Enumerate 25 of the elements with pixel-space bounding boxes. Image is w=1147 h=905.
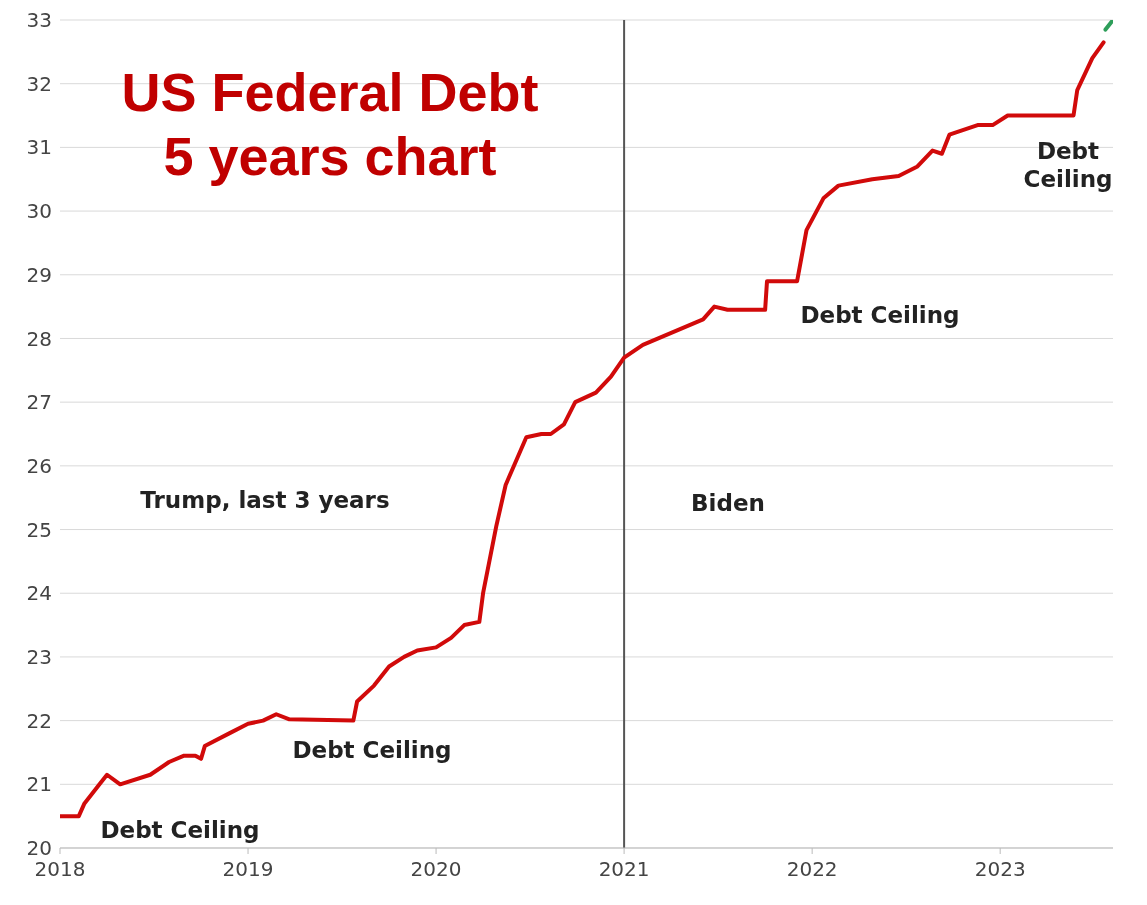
y-tick-label: 26 [26,453,52,478]
x-tick-label: 2019 [222,857,274,882]
y-tick-label: 25 [26,517,52,542]
y-tick-label: 22 [26,708,52,733]
x-tick-label: 2022 [786,857,838,882]
annotation: Debt Ceiling [292,736,452,764]
y-tick-label: 21 [26,772,52,797]
annotation: Debt Ceiling [1023,137,1113,193]
annotation: Debt Ceiling [800,301,960,329]
y-tick-label: 27 [26,390,52,415]
text: US Federal Debt 5 years chart [120,61,540,188]
y-tick-label: 32 [26,71,52,96]
y-tick-label: 24 [26,581,52,606]
x-tick-label: 2020 [410,857,462,882]
y-tick-label: 30 [26,199,52,224]
annotation: Trump, last 3 years [140,486,390,514]
annotation: Debt Ceiling [100,816,260,844]
y-tick-label: 29 [26,262,52,287]
x-tick-label: 2021 [598,857,650,882]
y-tick-label: 31 [26,135,52,160]
y-tick-label: 33 [26,8,52,33]
x-tick-label: 2023 [974,857,1026,882]
y-tick-label: 28 [26,326,52,351]
annotation: Biden [691,489,765,517]
y-tick-label: 23 [26,645,52,670]
